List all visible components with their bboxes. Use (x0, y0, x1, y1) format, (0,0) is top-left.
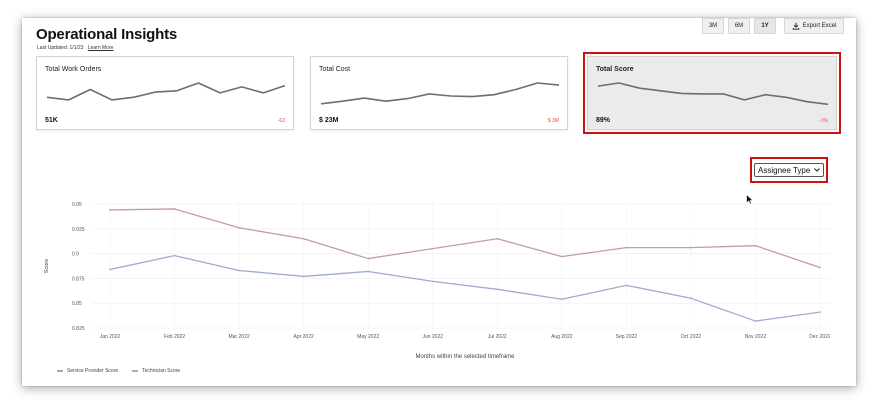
legend-swatch (57, 370, 63, 372)
export-excel-button[interactable]: Export Excel (784, 18, 844, 34)
data-point[interactable] (238, 226, 240, 229)
export-excel-label: Export Excel (802, 23, 837, 29)
y-tick-label: 0.825 (72, 326, 85, 332)
sparkline-path (46, 82, 286, 101)
x-tick-label: May 2022 (357, 334, 379, 340)
data-point[interactable] (367, 270, 370, 273)
data-point[interactable] (560, 255, 563, 258)
x-tick-label: Nov 2022 (745, 334, 767, 340)
data-point[interactable] (560, 298, 563, 301)
assignee-type-select[interactable]: Assignee Type (754, 163, 824, 177)
card-value: 51K (45, 117, 58, 124)
legend-label: Service Provider Score (67, 368, 119, 374)
y-tick-label: 0.875 (72, 276, 85, 282)
legend-label: Technician Score (142, 368, 181, 374)
dashboard-panel: Operational Insights Last Updated: 1/1/2… (22, 18, 856, 386)
data-point[interactable] (496, 237, 499, 240)
range-3m-button[interactable]: 3M (702, 18, 724, 34)
assignee-type-filter: Assignee Type (750, 157, 828, 183)
x-tick-label: Jun 2022 (422, 334, 443, 340)
series-line-0 (109, 208, 821, 269)
last-updated-label: Last Updated: 1/1/23 (37, 45, 84, 51)
legend-item[interactable]: Service Provider Score (57, 368, 118, 374)
y-tick-label: 0.95 (72, 202, 82, 208)
data-point[interactable] (302, 275, 305, 278)
y-tick-label: 0.85 (72, 301, 82, 307)
card-total-work-orders[interactable]: Total Work Orders 51K -63 (36, 56, 294, 130)
x-tick-label: Sep 2022 (616, 334, 638, 340)
data-point[interactable] (431, 280, 434, 283)
data-point[interactable] (238, 269, 240, 272)
series-line-1 (109, 254, 821, 322)
y-axis-label: Score (44, 259, 50, 273)
card-value: $ 23M (319, 117, 339, 124)
x-tick-label: Mar 2022 (229, 334, 250, 340)
data-point[interactable] (173, 254, 176, 257)
last-updated: Last Updated: 1/1/23 Learn More (37, 45, 113, 51)
data-point[interactable] (819, 266, 821, 269)
data-point[interactable] (431, 247, 434, 250)
learn-more-link[interactable]: Learn More (87, 45, 114, 51)
data-point[interactable] (496, 288, 499, 291)
card-delta: $ 3M (547, 118, 559, 124)
data-point[interactable] (625, 284, 628, 287)
data-point[interactable] (690, 246, 692, 249)
range-6m-button[interactable]: 6M (728, 18, 750, 34)
data-point[interactable] (109, 209, 111, 211)
x-tick-label: Jan 2022 (100, 334, 121, 340)
data-point[interactable] (754, 320, 757, 322)
x-tick-label: Dec 2022 (809, 334, 830, 340)
legend-swatch (132, 370, 139, 372)
x-tick-label: Aug 2022 (551, 334, 573, 340)
x-axis-label: Months within the selected timeframe (415, 354, 515, 360)
chevron-down-icon (814, 168, 820, 172)
card-total-cost[interactable]: Total Cost $ 23M $ 3M (310, 56, 568, 130)
score-line-chart: 0.95 0.925 0.9 0.875 0.85 0.825 Jan 2022 Feb 20… (44, 202, 830, 360)
card-title: Total Work Orders (45, 66, 102, 73)
range-1y-button[interactable]: 1Y (754, 18, 776, 34)
card-delta: -63 (277, 118, 285, 124)
data-point[interactable] (819, 311, 821, 314)
data-point[interactable] (173, 208, 176, 210)
download-icon (792, 22, 799, 30)
sparkline-path (320, 82, 560, 105)
legend-item[interactable]: Technician Score (132, 368, 180, 374)
data-point[interactable] (367, 257, 370, 260)
data-point[interactable] (625, 246, 628, 249)
x-tick-label: Apr 2022 (293, 334, 314, 340)
data-point[interactable] (690, 297, 692, 300)
x-tick-label: Jul 2022 (488, 334, 507, 340)
card-total-score[interactable]: Total Score 89% -1% (583, 52, 841, 134)
y-tick-label: 0.925 (72, 227, 85, 233)
y-tick-label: 0.9 (72, 252, 79, 258)
data-point[interactable] (754, 244, 757, 247)
page-title: Operational Insights (36, 26, 178, 43)
sparkline (597, 82, 829, 106)
card-delta: -1% (819, 118, 828, 124)
data-point[interactable] (109, 268, 111, 271)
x-tick-label: Oct 2022 (681, 334, 702, 340)
chart-legend: Service Provider Score Technician Score (57, 368, 180, 374)
select-value: Assignee Type (758, 165, 811, 175)
sparkline-path (597, 82, 829, 106)
card-title: Total Cost (319, 66, 351, 73)
sparkline (46, 82, 286, 101)
data-point[interactable] (302, 237, 305, 240)
x-tick-label: Feb 2022 (164, 334, 185, 340)
card-value: 89% (596, 117, 611, 124)
card-title: Total Score (596, 66, 634, 73)
sparkline (320, 82, 560, 105)
